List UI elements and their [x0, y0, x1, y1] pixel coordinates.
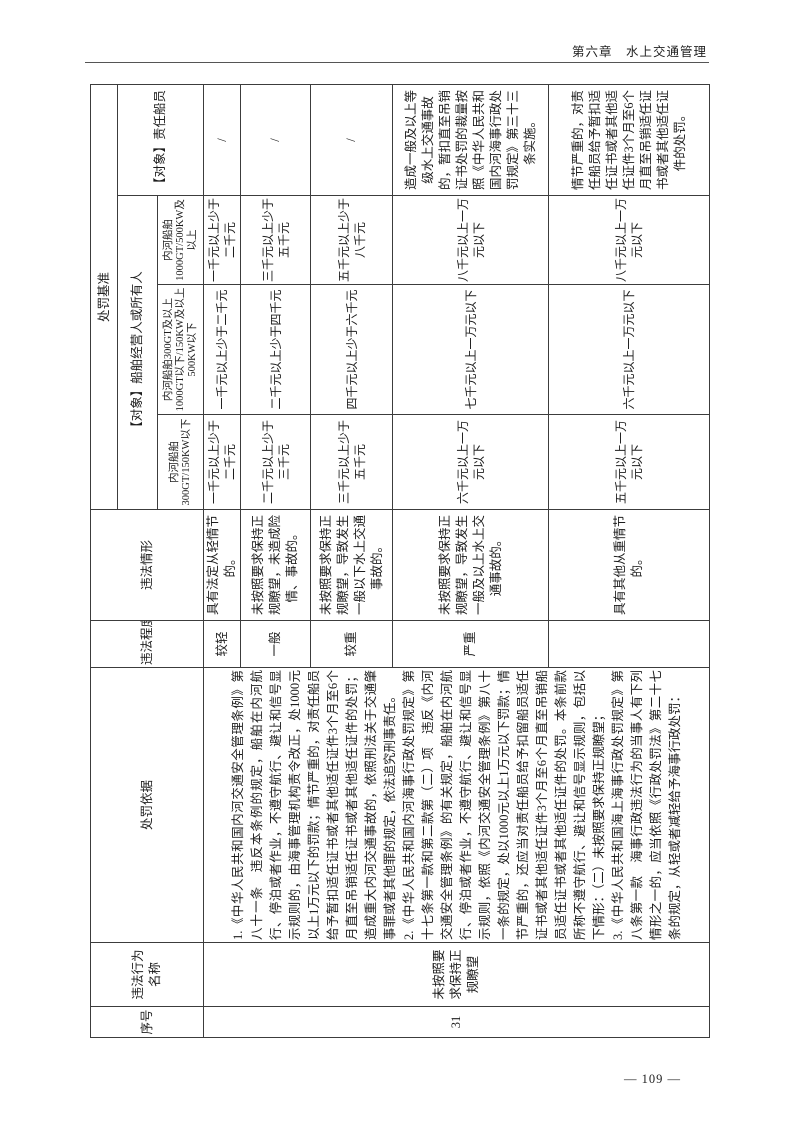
table-row: 31 未按照要求保持正规瞭望 1.《中华人民共和国内河交通安全管理条例》第八十一… — [203, 84, 710, 1038]
header-ship-small: 内河船舶300GT/150KW以下 — [157, 414, 204, 510]
penalty-small-cell: 三千元以上少于五千元 — [310, 414, 393, 510]
circumstance-cell: 未按照要求保持正规瞭望，导致发生一般及以上水上交通事故的。 — [392, 509, 549, 621]
header-ship-large: 内河船舶1000GT/500KW及以上 — [157, 195, 204, 285]
crew-penalty-cell: / — [310, 84, 393, 196]
crew-penalty-cell: 造成一般及以上等级水上交通事故的，暂扣直至吊销证书处罚的裁量按照《中华人民共和国… — [392, 84, 549, 196]
page-number: — 109 — — [624, 1072, 681, 1086]
penalty-mid-cell: 七千元以上一万元以下 — [392, 284, 549, 415]
header-benchmark: 处罚基准 — [90, 84, 118, 510]
header-rule — [85, 62, 709, 63]
crew-penalty-cell: / — [240, 84, 311, 196]
header-serial: 序号 — [90, 1006, 204, 1038]
degree-cell: 较重 — [310, 620, 393, 668]
degree-cell: 严重 — [392, 620, 549, 668]
header-owner-operator: 【对象】船舶经营人或所有人 — [117, 195, 158, 510]
degree-cell — [548, 620, 710, 668]
penalty-mid-cell: 六千元以上一万元以下 — [548, 284, 710, 415]
degree-cell: 一般 — [240, 620, 311, 668]
penalty-mid-cell: 二千元以上少于四千元 — [240, 284, 311, 415]
rotated-table-inner: 序号 违法行为名称 处罚依据 违法程度 违法情形 处罚基准 【对象】船舶经营人或… — [90, 84, 710, 1038]
crew-penalty-cell: 情节严重的，对责任船员给予暂扣适任证书或者其他适任证件3个月至6个月直至吊销适任… — [548, 84, 710, 196]
penalty-small-cell: 五千元以上一万元以下 — [548, 414, 710, 510]
penalty-small-cell: 一千元以上少于二千元 — [203, 414, 241, 510]
violation-name-value: 未按照要求保持正规瞭望 — [203, 942, 710, 1007]
circumstance-cell: 未按照要求保持正规瞭望，导致发生一般以下水上交通事故的。 — [310, 509, 393, 621]
header-penalty-basis: 处罚依据 — [90, 667, 204, 943]
penalty-large-cell: 一千元以上少于二千元 — [203, 195, 241, 285]
penalty-large-cell: 八千元以上一万元以下 — [392, 195, 549, 285]
penalty-small-cell: 二千元以上少于三千元 — [240, 414, 311, 510]
penalty-mid-cell: 一千元以上少于二千元 — [203, 284, 241, 415]
crew-penalty-cell: / — [203, 84, 241, 196]
degree-cell: 较轻 — [203, 620, 241, 668]
circumstance-cell: 具有其他从重情节的。 — [548, 509, 710, 621]
penalty-mid-cell: 四千元以上少于六千元 — [310, 284, 393, 415]
header-crew: 【对象】责任船员 — [117, 84, 204, 196]
header-violation-name: 违法行为名称 — [90, 942, 204, 1007]
header-ship-mid: 内河船舶300GT及以上1000GT以下/150KW及以上500KW以下 — [157, 284, 204, 415]
rotated-table-area: 序号 违法行为名称 处罚依据 违法程度 违法情形 处罚基准 【对象】船舶经营人或… — [90, 84, 710, 1038]
circumstance-cell: 具有法定从轻情节的。 — [203, 509, 241, 621]
circumstance-cell: 未按照要求保持正规瞭望，未造成险情、事故的。 — [240, 509, 311, 621]
penalty-basis-text: 1.《中华人民共和国内河交通安全管理条例》第八十一条 违反本条例的规定，船舶在内… — [203, 667, 710, 943]
penalty-small-cell: 六千元以上一万元以下 — [392, 414, 549, 510]
header-degree: 违法程度 — [90, 620, 204, 668]
penalty-large-cell: 五千元以上少于八千元 — [310, 195, 393, 285]
basis-paragraph-3: 3.《中华人民共和国海上海事行政处罚规定》第八条第一款 海事行政违法行为的当事人… — [610, 670, 682, 940]
penalty-table: 序号 违法行为名称 处罚依据 违法程度 违法情形 处罚基准 【对象】船舶经营人或… — [90, 84, 710, 1038]
basis-paragraph-1: 1.《中华人民共和国内河交通安全管理条例》第八十一条 违反本条例的规定，船舶在内… — [230, 670, 397, 940]
penalty-large-cell: 八千元以上一万元以下 — [548, 195, 710, 285]
penalty-large-cell: 三千元以上少于五千元 — [240, 195, 311, 285]
header-circumstance: 违法情形 — [90, 509, 204, 621]
serial-value: 31 — [203, 1006, 710, 1038]
chapter-header: 第六章 水上交通管理 — [571, 45, 707, 59]
basis-paragraph-2: 2.《中华人民共和国内河海事行政处罚规定》第十七条第一款和第二款第（二）项 违反… — [401, 670, 606, 940]
